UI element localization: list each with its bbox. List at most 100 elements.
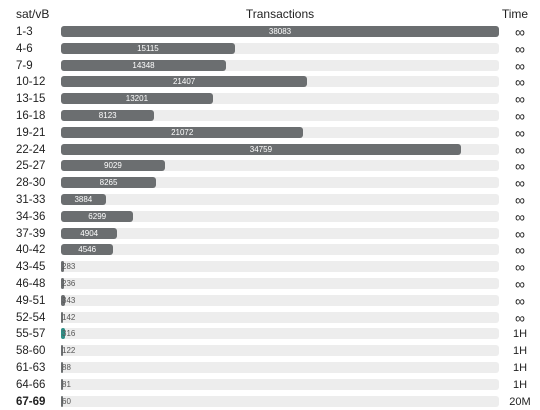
transaction-count-label: 122 [62, 346, 76, 356]
confirmation-time-label: ∞ [515, 158, 525, 175]
transaction-count-bar[interactable] [61, 76, 308, 88]
confirmation-time-label: ∞ [515, 225, 525, 242]
bar-track: 236 [61, 277, 499, 289]
fee-range-label: 16-18 [16, 109, 46, 122]
confirmation-time-label: ∞ [515, 74, 525, 91]
confirmation-time-label: ∞ [515, 107, 525, 124]
fee-range-label: 43-45 [16, 261, 46, 274]
table-row[interactable]: 10-12 21407 ∞ [0, 74, 540, 91]
table-row[interactable]: 34-36 6299 ∞ [0, 209, 540, 226]
fee-range-label: 52-54 [16, 311, 46, 324]
transaction-count-bar[interactable] [61, 328, 65, 340]
table-row[interactable]: 64-66 81 1H [0, 377, 540, 394]
table-row[interactable]: 52-54 142 ∞ [0, 310, 540, 327]
bar-track: 316 [61, 328, 499, 340]
transaction-count-bar[interactable] [61, 361, 63, 373]
fee-histogram: 1-3 38083 ∞ 4-6 15115 ∞ 7-9 14348 ∞ 10-12 21407 ∞ 13… [0, 24, 540, 410]
transaction-count-label: 283 [62, 262, 76, 272]
bar-track: 122 [61, 345, 499, 357]
table-row[interactable]: 55-57 316 1H [0, 326, 540, 343]
transaction-count-label: 14348 [132, 60, 155, 70]
transaction-count-bar[interactable] [61, 210, 134, 222]
table-row[interactable]: 28-30 8265 ∞ [0, 175, 540, 192]
transaction-count-bar[interactable] [61, 227, 118, 239]
table-row[interactable]: 22-24 34759 ∞ [0, 142, 540, 159]
transaction-count-label: 8265 [99, 178, 118, 188]
transaction-count-bar[interactable] [61, 395, 63, 407]
table-row[interactable]: 7-9 14348 ∞ [0, 58, 540, 75]
bar-track: 6299 [61, 210, 499, 222]
bar-track: 34759 [61, 143, 499, 155]
transaction-count-bar[interactable] [61, 294, 65, 306]
fee-range-label: 7-9 [16, 59, 33, 72]
transaction-count-bar[interactable] [61, 345, 63, 357]
confirmation-time-label: 20M [509, 395, 531, 408]
transaction-count-bar[interactable] [61, 311, 63, 323]
table-row[interactable]: 4-6 15115 ∞ [0, 41, 540, 58]
table-row[interactable]: 1-3 38083 ∞ [0, 24, 540, 41]
transaction-count-label: 142 [62, 312, 76, 322]
transaction-count-bar[interactable] [61, 42, 235, 54]
transaction-count-label: 60 [62, 396, 71, 406]
transaction-count-bar[interactable] [61, 244, 114, 256]
transaction-count-bar[interactable] [61, 126, 304, 138]
bar-track: 8123 [61, 109, 499, 121]
table-row[interactable]: 49-51 343 ∞ [0, 293, 540, 310]
fee-range-label: 49-51 [16, 294, 46, 307]
transactions-column-header: Transactions [245, 7, 315, 21]
table-row[interactable]: 58-60 122 1H [0, 343, 540, 360]
fee-range-label: 46-48 [16, 277, 46, 290]
fee-range-label: 37-39 [16, 227, 46, 240]
fee-range-label: 55-57 [16, 328, 46, 341]
table-row[interactable]: 67-69 60 20M [0, 394, 540, 410]
fee-range-label: 19-21 [16, 126, 46, 139]
transaction-count-label: 6299 [88, 211, 107, 221]
transaction-count-bar[interactable] [61, 378, 63, 390]
transaction-count-bar[interactable] [61, 109, 155, 121]
table-row[interactable]: 46-48 236 ∞ [0, 276, 540, 293]
transaction-count-label: 236 [62, 278, 76, 288]
transaction-count-bar[interactable] [61, 193, 106, 205]
transaction-count-label: 9029 [104, 161, 122, 171]
confirmation-time-label: 1H [512, 345, 528, 358]
bar-track: 21072 [61, 126, 499, 138]
table-row[interactable]: 37-39 4904 ∞ [0, 226, 540, 243]
bar-track: 8265 [61, 177, 499, 189]
fee-range-label: 34-36 [16, 210, 46, 223]
transaction-count-bar[interactable] [61, 59, 226, 71]
transaction-count-label: 8123 [98, 110, 117, 120]
transaction-count-bar[interactable] [61, 26, 499, 37]
transaction-count-bar[interactable] [61, 160, 165, 172]
transaction-count-label: 13201 [125, 94, 149, 104]
fee-range-label: 40-42 [16, 244, 46, 257]
confirmation-time-label: ∞ [515, 91, 525, 108]
confirmation-time-label: 1H [512, 361, 528, 374]
table-row[interactable]: 16-18 8123 ∞ [0, 108, 540, 125]
table-row[interactable]: 13-15 13201 ∞ [0, 91, 540, 108]
transaction-count-bar[interactable] [61, 261, 65, 273]
confirmation-time-label: ∞ [515, 292, 525, 309]
table-row[interactable]: 25-27 9029 ∞ [0, 158, 540, 175]
table-row[interactable]: 31-33 3884 ∞ [0, 192, 540, 209]
bar-track: 9029 [61, 160, 499, 172]
confirmation-time-label: 1H [512, 378, 528, 391]
confirmation-time-label: ∞ [515, 24, 525, 40]
table-row[interactable]: 61-63 88 1H [0, 360, 540, 377]
table-row[interactable]: 43-45 283 ∞ [0, 259, 540, 276]
transaction-count-label: 4904 [80, 228, 99, 238]
table-row[interactable]: 19-21 21072 ∞ [0, 125, 540, 142]
transaction-count-bar[interactable] [61, 277, 64, 289]
confirmation-time-label: ∞ [515, 309, 525, 326]
transaction-count-bar[interactable] [61, 143, 461, 155]
fee-range-label: 10-12 [16, 76, 46, 89]
bar-track: 14348 [61, 59, 499, 71]
bar-track: 3884 [61, 193, 499, 205]
table-row[interactable]: 40-42 4546 ∞ [0, 242, 540, 259]
transaction-count-bar[interactable] [61, 93, 213, 105]
bar-track: 38083 [61, 26, 499, 37]
confirmation-time-label: ∞ [515, 191, 525, 208]
transaction-count-label: 3884 [74, 194, 93, 204]
bar-track: 13201 [61, 93, 499, 105]
transaction-count-bar[interactable] [61, 177, 157, 189]
table-header: sat/vB Transactions Time [0, 0, 540, 24]
